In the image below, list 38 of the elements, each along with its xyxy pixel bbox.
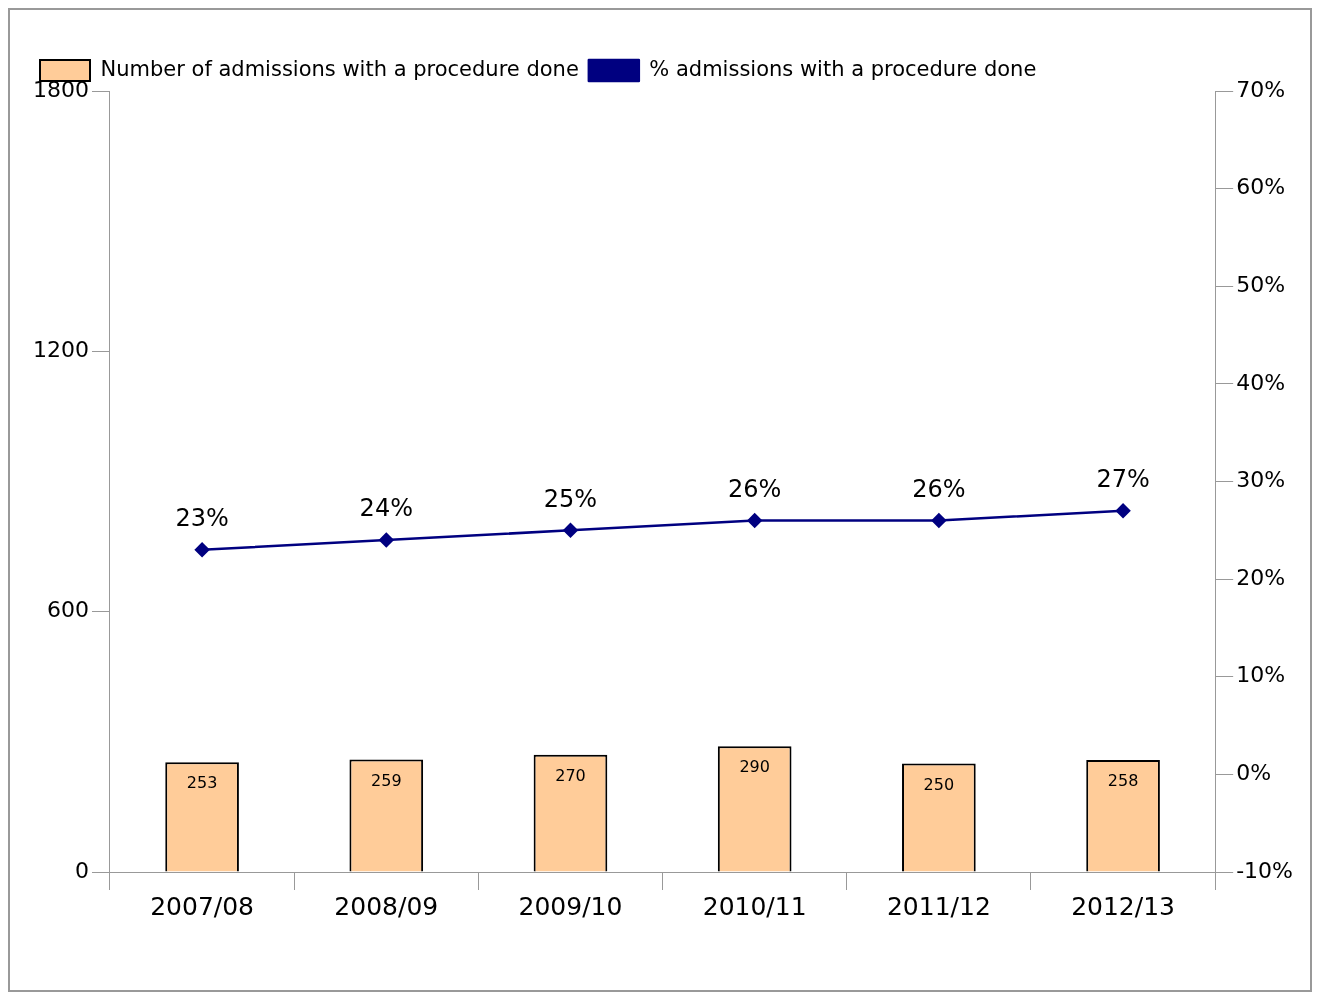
point [194,542,210,558]
data-label: 27% [1096,465,1150,494]
x-tick-label: 2011/12 [886,891,991,921]
data-label: 26% [728,474,782,503]
point [379,532,394,548]
y-tick-label: 0 [74,857,89,883]
x-tick-label: 2010/11 [702,891,807,921]
y2-tick-label: 20% [1236,564,1286,590]
data-label: 259 [371,770,402,790]
y-tick-label: 1200 [32,337,89,363]
point [563,523,578,538]
data-label: 258 [1107,771,1139,791]
legend-label: Number of admissions with a procedure done [100,56,579,81]
x-tick-label: 2008/09 [334,891,439,921]
y2-tick-label: 70% [1236,76,1286,102]
data-label: 23% [175,504,229,533]
point [747,513,762,528]
point [1115,503,1131,519]
y2-tick-label: 40% [1236,369,1286,395]
data-label: 250 [923,774,955,794]
y2-tick-label: -10% [1236,857,1294,883]
data-label: 290 [739,757,770,777]
y2-tick-label: 50% [1236,271,1286,297]
data-label: 270 [555,766,586,786]
x-tick-label: 2012/13 [1071,891,1175,921]
y2-tick-label: 0% [1236,760,1272,786]
legend-label: % admissions with a procedure done [649,56,1037,81]
data-label: 253 [186,773,218,793]
x-tick-label: 2007/08 [150,891,255,921]
y-tick-label: 600 [46,597,89,623]
data-label: 24% [359,494,413,523]
data-label: 25% [543,484,598,513]
y2-tick-label: 60% [1236,174,1286,200]
x-tick-label: 2009/10 [518,891,623,921]
y2-tick-label: 30% [1236,467,1286,493]
point [931,513,947,528]
y2-tick-label: 10% [1236,662,1286,688]
data-label: 26% [912,474,966,503]
